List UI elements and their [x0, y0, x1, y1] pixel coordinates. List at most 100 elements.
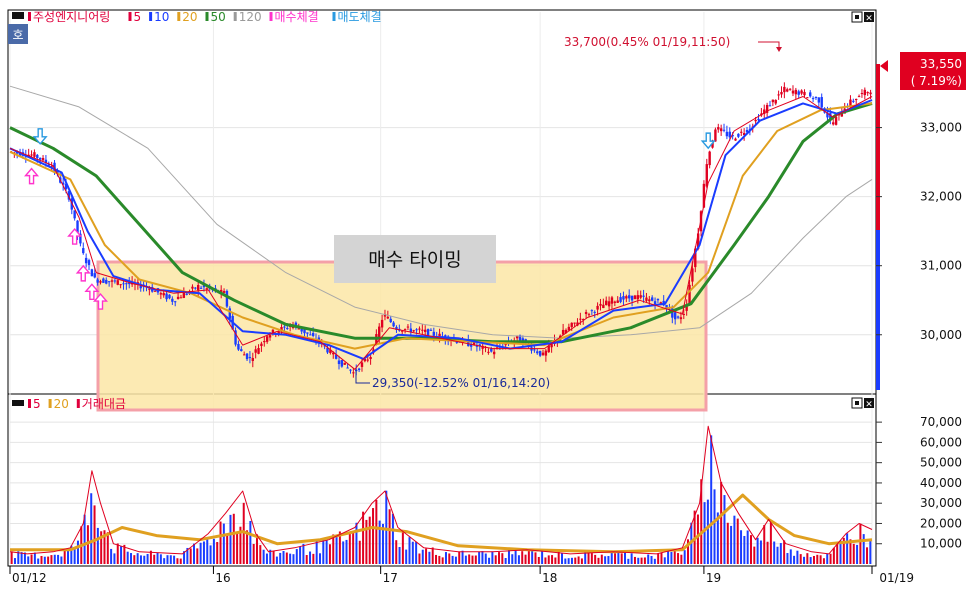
current-price-box [900, 52, 966, 90]
candle-body [648, 299, 651, 302]
volume-bar [680, 554, 683, 564]
candle-body [579, 318, 582, 320]
candle-body [691, 268, 694, 282]
volume-bar [226, 534, 229, 564]
ma20-line [9, 102, 873, 350]
volume-bar [640, 557, 643, 564]
candle-body [185, 293, 188, 295]
candle-body [854, 98, 858, 101]
volume-bar [617, 551, 620, 564]
candle-body [800, 90, 803, 94]
candle-body [515, 335, 519, 339]
volume-bar [653, 558, 656, 564]
volume-panel-close-button[interactable] [864, 398, 874, 408]
corner-badge [8, 24, 28, 44]
volume-bar [166, 555, 169, 564]
x-tick-label: 01/19 [879, 571, 914, 585]
price-panel-close-button[interactable] [864, 12, 874, 22]
candle-body [153, 290, 157, 292]
volume-bar [305, 555, 308, 564]
volume-bar [720, 481, 723, 564]
volume-bar [749, 535, 752, 564]
volume-bar [842, 537, 845, 564]
legend-label: 5 [33, 397, 41, 411]
volume-bar [269, 549, 272, 564]
candle-body [99, 281, 102, 283]
volume-bar [584, 552, 587, 564]
volume-bar [189, 548, 192, 564]
candle-body [492, 351, 496, 355]
legend-swatch [28, 399, 31, 408]
candle-body [616, 300, 619, 303]
candle-body [688, 284, 691, 305]
candle-body [90, 269, 94, 277]
legend-swatch [48, 399, 52, 408]
candle-body [280, 327, 283, 332]
volume-bar [372, 508, 375, 564]
candle-body [412, 330, 415, 332]
volume-bar [375, 499, 378, 564]
candle-body [811, 98, 815, 100]
candle-body [306, 332, 309, 334]
volume-bar [541, 550, 544, 564]
volume-bar [348, 531, 351, 564]
candle-body [584, 312, 588, 315]
volume-bar [557, 551, 560, 564]
candle-body [168, 294, 171, 299]
volume-bar [106, 532, 109, 564]
volume-bar [816, 554, 819, 564]
candle-body [406, 326, 410, 328]
volume-tick-label: 50,000 [920, 456, 962, 470]
volume-bar [219, 521, 222, 564]
volume-bar [328, 544, 331, 564]
volume-bar [136, 553, 139, 564]
volume-bar [454, 556, 457, 564]
volume-bar [149, 550, 152, 564]
candle-body [432, 331, 436, 336]
candle-body [191, 286, 194, 289]
volume-bar [700, 479, 703, 564]
candle-body [202, 284, 206, 288]
candle-body [768, 105, 772, 107]
candle-body [300, 328, 303, 332]
candle-body [389, 318, 392, 323]
candle-body [159, 293, 163, 295]
volume-bar [597, 557, 600, 564]
candle-body [694, 248, 697, 268]
volume-bar [531, 550, 534, 564]
candle-body [429, 329, 433, 331]
volume-bar [60, 556, 63, 564]
candle-body [67, 191, 71, 200]
candle-body [829, 113, 832, 120]
candle-body [369, 357, 372, 360]
candle-body [30, 154, 33, 156]
candle-body [734, 138, 737, 141]
candle-body [438, 333, 441, 338]
candle-body [610, 297, 614, 304]
volume-bar [252, 543, 255, 564]
candle-body [119, 284, 122, 286]
candle-body [378, 326, 381, 339]
candle-body [518, 335, 522, 343]
volume-bar [570, 557, 573, 564]
volume-bar [514, 549, 517, 564]
candle-body [567, 326, 571, 331]
candle-body [487, 351, 490, 353]
volume-bar [783, 540, 786, 564]
legend-swatch [233, 12, 237, 21]
volume-bar [796, 550, 799, 564]
candle-body [714, 129, 717, 142]
candle-body [421, 329, 424, 331]
volume-bar [236, 531, 239, 564]
volume-bar [322, 538, 325, 564]
candle-body [323, 345, 326, 347]
volume-bar [222, 523, 225, 564]
volume-bar [33, 552, 36, 564]
candle-body [303, 328, 306, 334]
legend-swatch [128, 12, 132, 21]
volume-bar [318, 553, 321, 564]
volume-bar [123, 544, 126, 564]
buy-marker-icon [84, 283, 100, 301]
volume-bar [501, 553, 504, 564]
volume-bar [186, 547, 189, 564]
